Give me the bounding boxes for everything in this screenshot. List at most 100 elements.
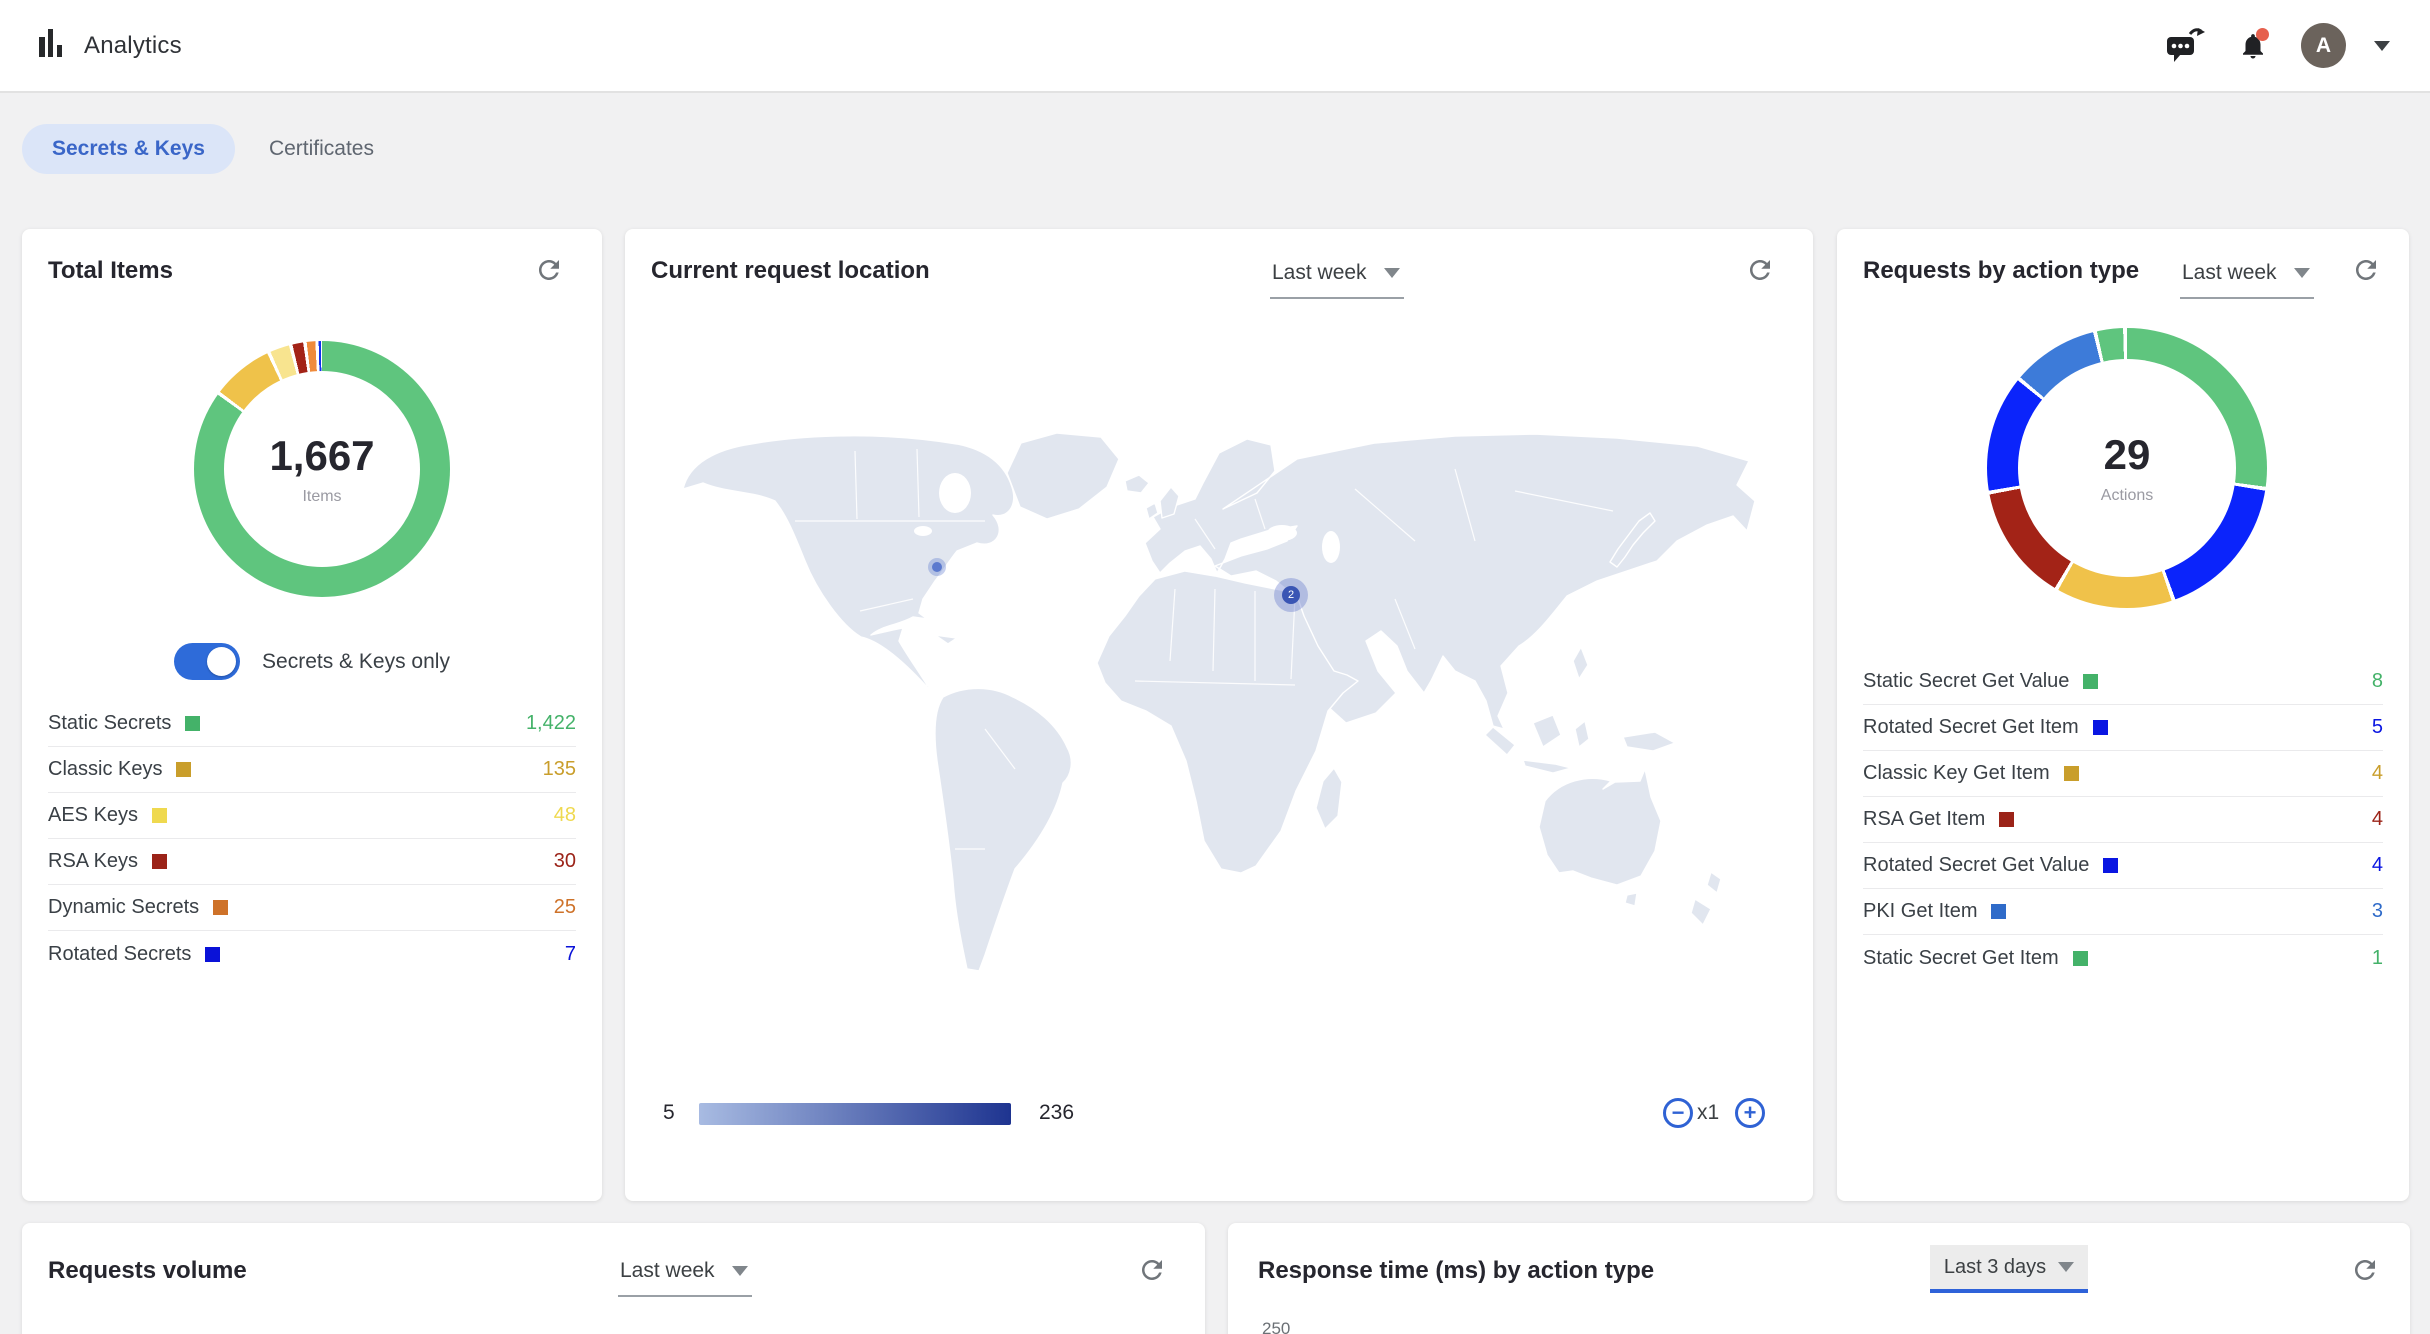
legend-row: Rotated Secret Get Value 4 — [1863, 843, 2383, 889]
response-time-card: Response time (ms) by action type Last 3… — [1228, 1223, 2410, 1334]
japan — [1609, 512, 1656, 568]
uk — [1159, 486, 1180, 519]
legend-color-square — [205, 946, 221, 962]
total-items-title: Total Items — [48, 257, 173, 284]
legend-label: Classic Key Get Item — [1863, 762, 2050, 784]
time-range-select[interactable]: Last 3 days — [1930, 1245, 2088, 1293]
philippines — [1572, 646, 1589, 680]
cuba — [934, 634, 958, 645]
feedback-chat-icon[interactable] — [2165, 26, 2205, 66]
account-menu-caret-icon[interactable] — [2374, 40, 2390, 51]
zoom-in-button[interactable]: + — [1735, 1098, 1765, 1128]
legend-row: Rotated Secret Get Item 5 — [1863, 705, 2383, 751]
request-location-title: Current request location — [651, 257, 930, 284]
refresh-icon[interactable] — [534, 255, 564, 285]
brand: Analytics — [38, 29, 182, 62]
legend-color-square — [1999, 812, 2015, 827]
legend-value: 8 — [2371, 670, 2383, 692]
refresh-icon[interactable] — [1137, 1255, 1167, 1285]
new-zealand-south — [1690, 898, 1712, 926]
total-items-legend: Static Secrets 1,422 Classic Keys 135 AES Ke… — [48, 701, 576, 977]
legend-row: RSA Get Item 4 — [1863, 797, 2383, 843]
sumatra — [1484, 726, 1516, 756]
legend-row: Static Secret Get Value 8 — [1863, 659, 2383, 705]
section-tabs: Secrets & Keys Certificates — [22, 124, 374, 174]
legend-label: Classic Keys — [48, 758, 163, 780]
response-time-title: Response time (ms) by action type — [1258, 1257, 1655, 1284]
requests-volume-title: Requests volume — [48, 1257, 247, 1284]
ireland — [1145, 502, 1159, 520]
donut-center: 1,667 Items — [224, 371, 420, 567]
density-scale-gradient — [699, 1103, 1011, 1125]
legend-row: Static Secret Get Item 1 — [1863, 935, 2383, 981]
legend-value: 135 — [542, 758, 576, 780]
java — [1522, 759, 1572, 774]
map-cluster-marker[interactable]: 2 — [1274, 578, 1308, 612]
action-type-legend: Static Secret Get Value 8 Rotated Secret G… — [1863, 659, 2383, 981]
scale-min-label: 5 — [663, 1101, 675, 1124]
zoom-out-button[interactable]: − — [1663, 1098, 1693, 1128]
total-items-donut-chart: 1,667 Items — [194, 341, 450, 597]
refresh-icon[interactable] — [2351, 255, 2381, 285]
legend-color-square — [2072, 950, 2088, 966]
time-range-value: Last 3 days — [1943, 1255, 2047, 1278]
time-range-select[interactable]: Last week — [2180, 261, 2314, 299]
legend-row: Dynamic Secrets 25 — [48, 885, 576, 931]
legend-row: PKI Get Item 3 — [1863, 889, 2383, 935]
legend-color-square — [1991, 904, 2007, 919]
legend-label: Rotated Secret Get Item — [1863, 716, 2079, 738]
north-america — [682, 435, 1015, 696]
secrets-keys-only-toggle[interactable] — [174, 643, 241, 680]
tab-secrets-and-keys[interactable]: Secrets & Keys — [22, 124, 235, 174]
legend-label: Rotated Secrets — [48, 942, 192, 965]
legend-value: 30 — [553, 850, 576, 872]
toggle-label: Secrets & Keys only — [262, 649, 450, 673]
action-type-donut-chart: 29 Actions — [1987, 328, 2267, 608]
select-caret-icon — [2058, 1262, 2075, 1272]
legend-label: Static Secrets — [48, 712, 172, 734]
south-america — [934, 687, 1073, 972]
top-bar-actions: A — [2165, 23, 2390, 68]
time-range-value: Last week — [620, 1259, 715, 1282]
tasmania — [1624, 892, 1638, 907]
top-bar: Analytics A — [0, 0, 2430, 93]
donut-center: 29 Actions — [2018, 359, 2236, 577]
legend-row: Rotated Secrets 7 — [48, 931, 576, 977]
time-range-select[interactable]: Last week — [1270, 261, 1404, 299]
legend-value: 48 — [553, 804, 576, 826]
refresh-icon[interactable] — [2350, 1255, 2380, 1285]
legend-color-square — [2092, 720, 2108, 735]
zoom-level-label: x1 — [1697, 1101, 1720, 1124]
madagascar — [1315, 767, 1343, 830]
scale-max-label: 236 — [1039, 1101, 1075, 1124]
legend-label: RSA Keys — [48, 850, 139, 872]
select-caret-icon — [732, 1266, 748, 1276]
legend-value: 1 — [2371, 946, 2383, 969]
legend-color-square — [176, 762, 192, 777]
legend-value: 4 — [2371, 808, 2383, 830]
notifications-bell-icon[interactable] — [2233, 26, 2273, 66]
toggle-knob — [207, 647, 237, 676]
legend-value: 7 — [564, 942, 576, 965]
tab-certificates[interactable]: Certificates — [268, 137, 374, 160]
legend-color-square — [2103, 858, 2119, 873]
map-point-marker[interactable] — [928, 558, 946, 576]
legend-value: 3 — [2371, 900, 2383, 922]
y-axis-tick: 250 — [1262, 1319, 1291, 1334]
page-title: Analytics — [84, 31, 182, 59]
greenland — [1006, 432, 1120, 520]
time-range-select[interactable]: Last week — [618, 1259, 752, 1297]
legend-value: 5 — [2371, 716, 2383, 738]
legend-label: Rotated Secret Get Value — [1863, 854, 2090, 876]
refresh-icon[interactable] — [1745, 255, 1775, 285]
world-map[interactable] — [655, 429, 1785, 994]
legend-color-square — [213, 900, 229, 915]
avatar[interactable]: A — [2301, 23, 2346, 68]
legend-value: 1,422 — [525, 712, 576, 734]
select-caret-icon — [1384, 268, 1400, 278]
cluster-count: 2 — [1282, 586, 1300, 604]
legend-row: Static Secrets 1,422 — [48, 701, 576, 747]
action-type-title: Requests by action type — [1863, 257, 2140, 284]
borneo — [1532, 714, 1562, 748]
